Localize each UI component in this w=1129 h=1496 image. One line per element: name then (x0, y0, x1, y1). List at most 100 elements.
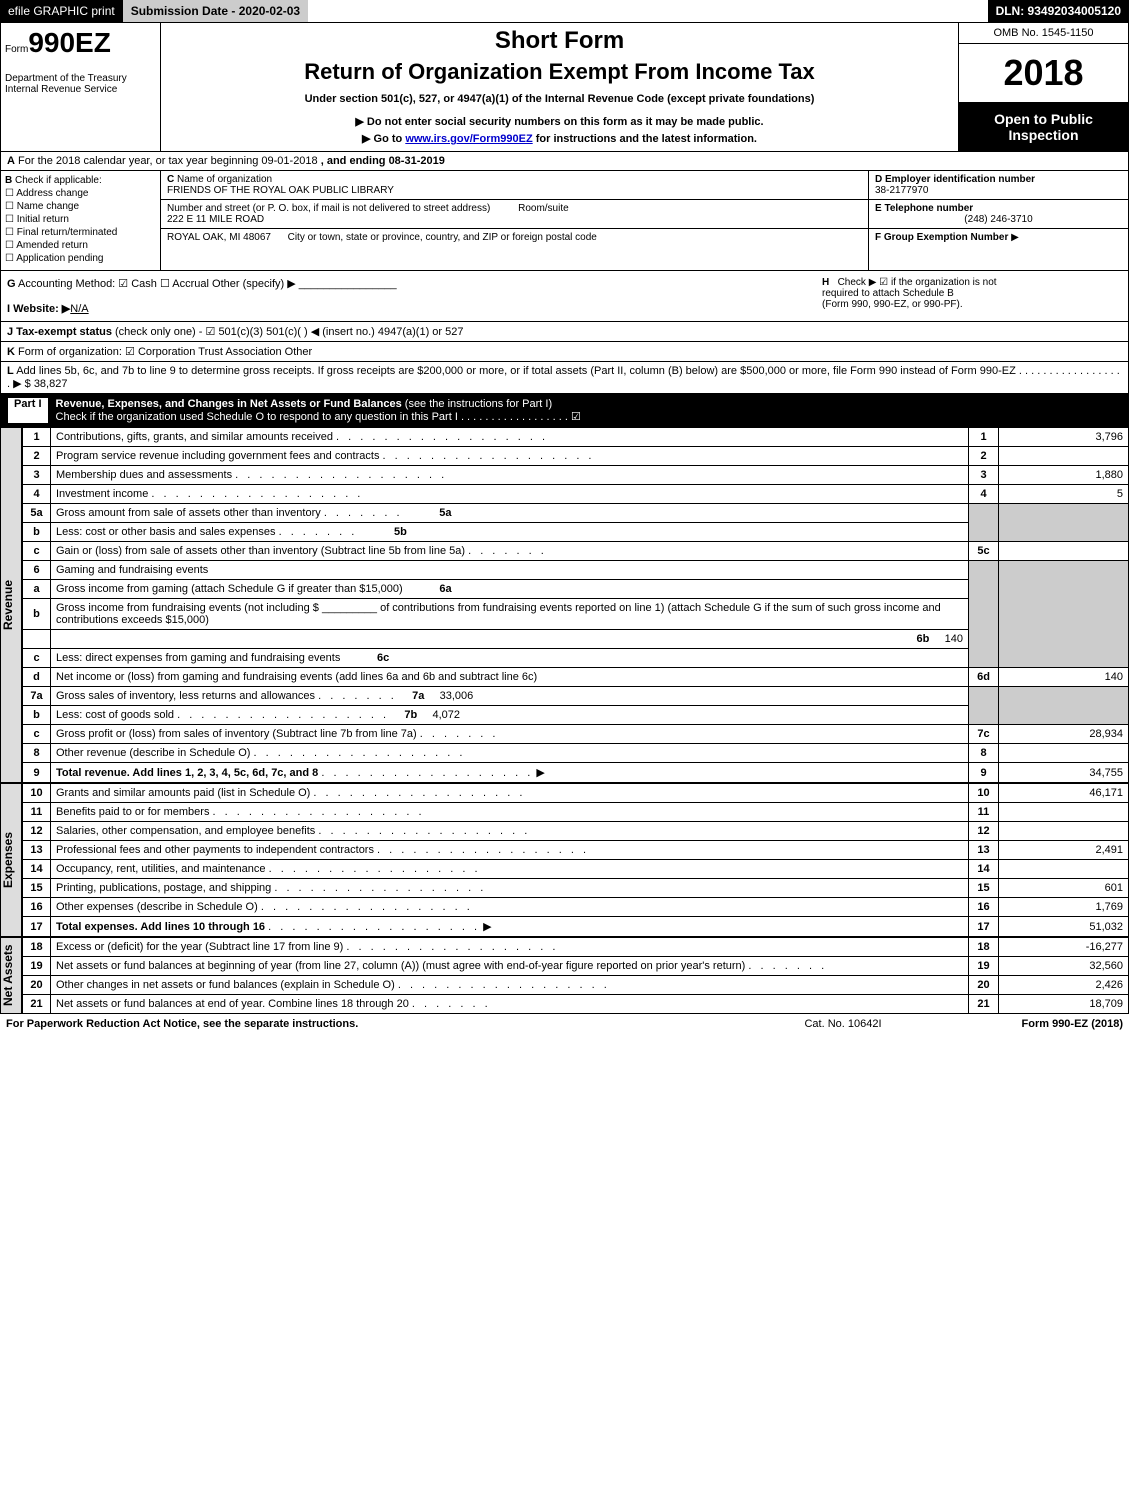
part1-title: Revenue, Expenses, and Changes in Net As… (56, 398, 402, 410)
chk-final[interactable]: ☐ Final return/terminated (5, 227, 156, 238)
line13-amt: 2,491 (999, 841, 1129, 860)
row-j: J Tax-exempt status (check only one) - ☑… (0, 322, 1129, 342)
line6-desc: Gaming and fundraising events (51, 561, 969, 580)
line5c-desc: Gain or (loss) from sale of assets other… (56, 545, 465, 557)
row-k: K Form of organization: ☑ Corporation Tr… (0, 342, 1129, 362)
line9-amt: 34,755 (999, 763, 1129, 783)
line19-desc: Net assets or fund balances at beginning… (56, 960, 745, 972)
line7c-amt: 28,934 (999, 725, 1129, 744)
line7c-desc: Gross profit or (loss) from sales of inv… (56, 728, 417, 740)
street-box: Number and street (or P. O. box, if mail… (161, 200, 868, 229)
chk-address[interactable]: ☐ Address change (5, 188, 156, 199)
line6c-desc: Less: direct expenses from gaming and fu… (56, 652, 340, 664)
submission-date: Submission Date - 2020-02-03 (123, 0, 308, 22)
line12-desc: Salaries, other compensation, and employ… (56, 825, 315, 837)
label-f: F Group Exemption Number (875, 232, 1008, 243)
line7a-subval: 33,006 (440, 690, 474, 702)
tax-year-end: , and ending 08-31-2019 (321, 155, 445, 167)
label-b: B (5, 175, 12, 186)
spacer (308, 0, 987, 22)
footer-left: For Paperwork Reduction Act Notice, see … (6, 1018, 743, 1030)
footer-right: Form 990-EZ (2018) (943, 1018, 1123, 1030)
line6d-amt: 140 (999, 668, 1129, 687)
part1-check: Check if the organization used Schedule … (56, 411, 458, 423)
chk-name[interactable]: ☐ Name change (5, 201, 156, 212)
subtitle-3: ▶ Go to www.irs.gov/Form990EZ for instru… (165, 132, 954, 145)
room-label: Room/suite (518, 203, 569, 214)
k-opts: Corporation Trust Association Other (138, 346, 312, 358)
phone-value: (248) 246-3710 (875, 214, 1122, 225)
header-left: Form990EZ Department of the Treasury Int… (1, 23, 161, 151)
line1-desc: Contributions, gifts, grants, and simila… (56, 431, 333, 443)
label-a: A (7, 155, 15, 167)
part1-desc: Revenue, Expenses, and Changes in Net As… (56, 398, 1121, 423)
line6b-subval: 140 (945, 633, 963, 645)
line21-amt: 18,709 (999, 995, 1129, 1014)
main-title: Return of Organization Exempt From Incom… (165, 59, 954, 85)
netassets-label: Net Assets (0, 937, 22, 1014)
line11-amt (999, 803, 1129, 822)
dept-line2: Internal Revenue Service (5, 84, 156, 95)
section-gh: G Accounting Method: ☑ Cash ☐ Accrual Ot… (0, 271, 1129, 322)
line4-desc: Investment income (56, 488, 148, 500)
city-box: ROYAL OAK, MI 48067 City or town, state … (161, 229, 868, 246)
line9-desc: Total revenue. Add lines 1, 2, 3, 4, 5c,… (56, 767, 318, 779)
chk-initial[interactable]: ☐ Initial return (5, 214, 156, 225)
street-label: Number and street (or P. O. box, if mail… (167, 203, 490, 214)
form-prefix: Form (5, 44, 28, 55)
line10-amt: 46,171 (999, 784, 1129, 803)
chk-amended[interactable]: ☐ Amended return (5, 240, 156, 251)
street-value: 222 E 11 MILE ROAD (167, 214, 264, 225)
top-bar: efile GRAPHIC print Submission Date - 20… (0, 0, 1129, 22)
sub3-pre: ▶ Go to (362, 133, 405, 145)
efile-label: efile GRAPHIC print (0, 0, 123, 22)
line3-amt: 1,880 (999, 466, 1129, 485)
line7a-desc: Gross sales of inventory, less returns a… (56, 690, 315, 702)
line1-amt: 3,796 (999, 428, 1129, 447)
city-value: ROYAL OAK, MI 48067 (167, 232, 271, 243)
ein-value: 38-2177970 (875, 185, 928, 196)
row-a: A For the 2018 calendar year, or tax yea… (0, 152, 1129, 171)
org-name: FRIENDS OF THE ROYAL OAK PUBLIC LIBRARY (167, 185, 394, 196)
netassets-table: 18Excess or (deficit) for the year (Subt… (22, 937, 1129, 1014)
form-header: Form990EZ Department of the Treasury Int… (0, 22, 1129, 152)
check-applicable: Check if applicable: (15, 175, 102, 186)
open-line1: Open to Public (963, 111, 1124, 127)
col-b-checkboxes: B Check if applicable: ☐ Address change … (1, 171, 161, 270)
line3-desc: Membership dues and assessments (56, 469, 232, 481)
j-note: (check only one) - (115, 326, 202, 338)
dept-line1: Department of the Treasury (5, 73, 156, 84)
part1-label: Part I (8, 398, 48, 423)
section-b: B Check if applicable: ☐ Address change … (0, 171, 1129, 271)
irs-link[interactable]: www.irs.gov/Form990EZ (405, 133, 532, 145)
line6a-desc: Gross income from gaming (attach Schedul… (56, 583, 403, 595)
subtitle-1: Under section 501(c), 527, or 4947(a)(1)… (165, 93, 954, 105)
j-opts: 501(c)(3) 501(c)( ) ◀ (insert no.) 4947(… (218, 326, 463, 338)
line18-amt: -16,277 (999, 938, 1129, 957)
label-e: E Telephone number (875, 203, 973, 214)
f-arrow: ▶ (1011, 232, 1019, 243)
l-text: Add lines 5b, 6c, and 7b to line 9 to de… (16, 365, 1016, 377)
short-form-title: Short Form (165, 27, 954, 55)
org-name-box: C Name of organization FRIENDS OF THE RO… (161, 171, 868, 200)
line18-desc: Excess or (deficit) for the year (Subtra… (56, 941, 343, 953)
line8-desc: Other revenue (describe in Schedule O) (56, 747, 250, 759)
k-text: Form of organization: (18, 346, 122, 358)
line7b-desc: Less: cost of goods sold (56, 709, 174, 721)
expenses-table: 10Grants and similar amounts paid (list … (22, 783, 1129, 937)
line21-desc: Net assets or fund balances at end of ye… (56, 998, 409, 1010)
line15-amt: 601 (999, 879, 1129, 898)
label-j: J Tax-exempt status (7, 326, 112, 338)
netassets-group: Net Assets 18Excess or (deficit) for the… (0, 937, 1129, 1014)
col-b-right: D Employer identification number 38-2177… (868, 171, 1128, 270)
h-text4: (Form 990, 990-EZ, or 990-PF). (822, 299, 963, 310)
h-check: Check ▶ (838, 277, 877, 288)
line20-amt: 2,426 (999, 976, 1129, 995)
line17-desc: Total expenses. Add lines 10 through 16 (56, 921, 265, 933)
chk-pending[interactable]: ☐ Application pending (5, 253, 156, 264)
part1-note: (see the instructions for Part I) (405, 398, 552, 410)
line13-desc: Professional fees and other payments to … (56, 844, 374, 856)
line10-desc: Grants and similar amounts paid (list in… (56, 787, 310, 799)
city-label: City or town, state or province, country… (288, 232, 597, 243)
form-number: 990EZ (28, 27, 111, 58)
